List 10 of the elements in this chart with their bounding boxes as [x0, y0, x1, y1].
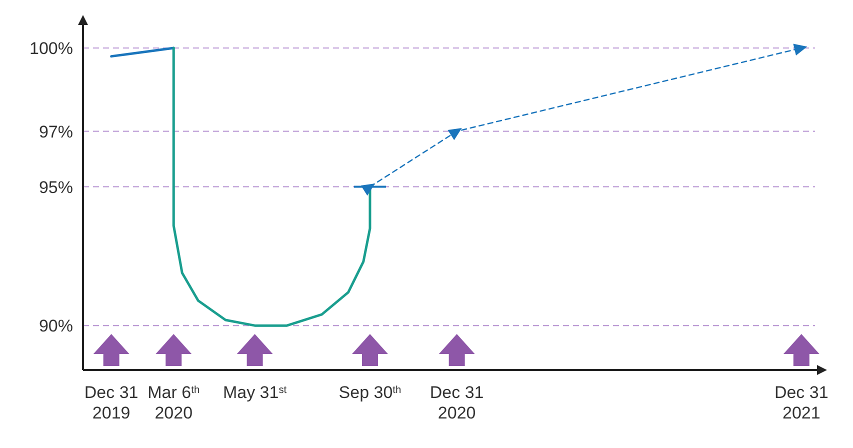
y-tick-label: 95%	[38, 178, 73, 197]
y-tick-label: 100%	[30, 38, 73, 58]
x-tick-label: Dec 31 2019	[84, 383, 138, 422]
y-tick-label: 90%	[38, 316, 73, 336]
x-tick-label: Dec 31 2020	[430, 383, 484, 422]
y-tick-label: 97%	[38, 122, 73, 142]
x-tick-label: Mar 6$^{th}$ 2020	[148, 383, 200, 422]
x-tick-label: Dec 31 2021	[774, 383, 828, 422]
x-tick-label: Sep 30$^{th}$	[338, 383, 402, 402]
x-tick-label: May 31$^{st}$	[222, 383, 287, 402]
